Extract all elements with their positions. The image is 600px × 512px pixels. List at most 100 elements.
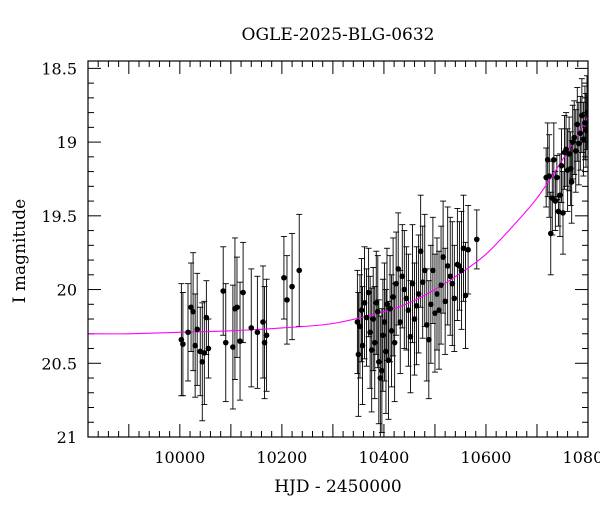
data-point [566, 151, 572, 157]
data-point [546, 173, 553, 179]
data-point [551, 156, 557, 163]
data-point [572, 148, 579, 154]
data-point [254, 329, 261, 336]
data-point [201, 350, 208, 356]
chart-title: OGLE-2025-BLG-0632 [242, 25, 435, 45]
data-point [390, 294, 396, 300]
y-tick-label: 18.5 [41, 59, 77, 78]
data-point [357, 323, 363, 330]
data-point [576, 140, 582, 147]
model-curve [88, 116, 588, 335]
data-point [281, 274, 287, 281]
x-axis-label: HJD - 2450000 [274, 477, 402, 497]
data-point [363, 314, 370, 321]
data-point [379, 367, 385, 374]
data-point [438, 282, 444, 288]
y-tick-label: 20.5 [41, 354, 77, 373]
data-point [397, 319, 404, 325]
data-point [401, 286, 408, 293]
data-point [399, 273, 406, 280]
data-point [554, 174, 560, 181]
data-point [413, 302, 420, 309]
data-point [222, 339, 229, 346]
data-point [569, 139, 576, 145]
data-point [447, 273, 454, 280]
data-points [178, 109, 588, 381]
data-point [388, 328, 395, 334]
axis-ticks [87, 61, 589, 438]
data-point [371, 339, 378, 346]
data-point [465, 246, 471, 253]
data-point [188, 304, 194, 311]
data-point [359, 342, 366, 349]
x-tick-label: 10600 [461, 448, 512, 467]
data-point [355, 351, 362, 358]
data-point [458, 267, 465, 274]
data-point [560, 210, 566, 216]
data-point [409, 280, 416, 287]
data-point [411, 316, 418, 322]
data-point [240, 289, 246, 296]
data-point [380, 332, 386, 339]
data-point [552, 198, 559, 204]
data-point [230, 344, 236, 350]
error-bars [178, 75, 588, 437]
data-point [194, 326, 200, 333]
data-point [393, 280, 399, 287]
data-point [260, 319, 266, 325]
x-tick-label: 10000 [154, 448, 205, 467]
data-point [373, 300, 380, 306]
data-point [185, 329, 191, 336]
data-point [391, 339, 398, 346]
data-point [199, 359, 206, 365]
data-point [421, 267, 428, 274]
data-point [365, 289, 372, 296]
x-tick-label: 10200 [256, 448, 307, 467]
data-point [460, 245, 467, 252]
data-point [568, 179, 575, 185]
data-point [370, 316, 377, 322]
data-point [571, 134, 578, 141]
data-point [436, 307, 442, 313]
data-point [584, 109, 588, 116]
data-point [387, 305, 393, 312]
data-point [582, 120, 588, 126]
data-point [440, 254, 446, 260]
data-point [367, 329, 373, 336]
y-tick-label: 20 [57, 281, 77, 300]
data-point [442, 298, 448, 305]
data-point [544, 156, 551, 163]
data-point [358, 307, 365, 313]
x-tick-label: 10800 [563, 448, 600, 467]
data-point [374, 308, 381, 315]
data-point [444, 263, 451, 269]
data-point [248, 325, 255, 331]
data-point [385, 357, 392, 364]
data-point [381, 319, 388, 325]
data-point [583, 127, 588, 134]
data-point [377, 375, 384, 381]
data-point [361, 300, 368, 306]
data-point [430, 267, 436, 274]
data-point [205, 345, 212, 352]
data-point [178, 336, 185, 343]
data-point [451, 295, 458, 302]
data-point [220, 288, 227, 294]
y-tick-labels: 18.5 19 19.5 20 20.5 21 [41, 59, 77, 447]
data-point [567, 165, 574, 172]
data-point [234, 304, 240, 311]
data-point [407, 333, 414, 340]
data-point [354, 319, 361, 325]
data-point [296, 267, 303, 274]
data-point [563, 146, 569, 153]
data-point [580, 136, 587, 142]
x-tick-labels: 10000 10200 10400 10600 10800 [154, 448, 600, 467]
data-point [403, 295, 410, 302]
data-point [432, 310, 438, 316]
data-point [449, 280, 456, 287]
plot-frame [87, 60, 589, 438]
data-point [261, 339, 268, 346]
data-point [473, 236, 480, 243]
data-point [180, 341, 186, 347]
